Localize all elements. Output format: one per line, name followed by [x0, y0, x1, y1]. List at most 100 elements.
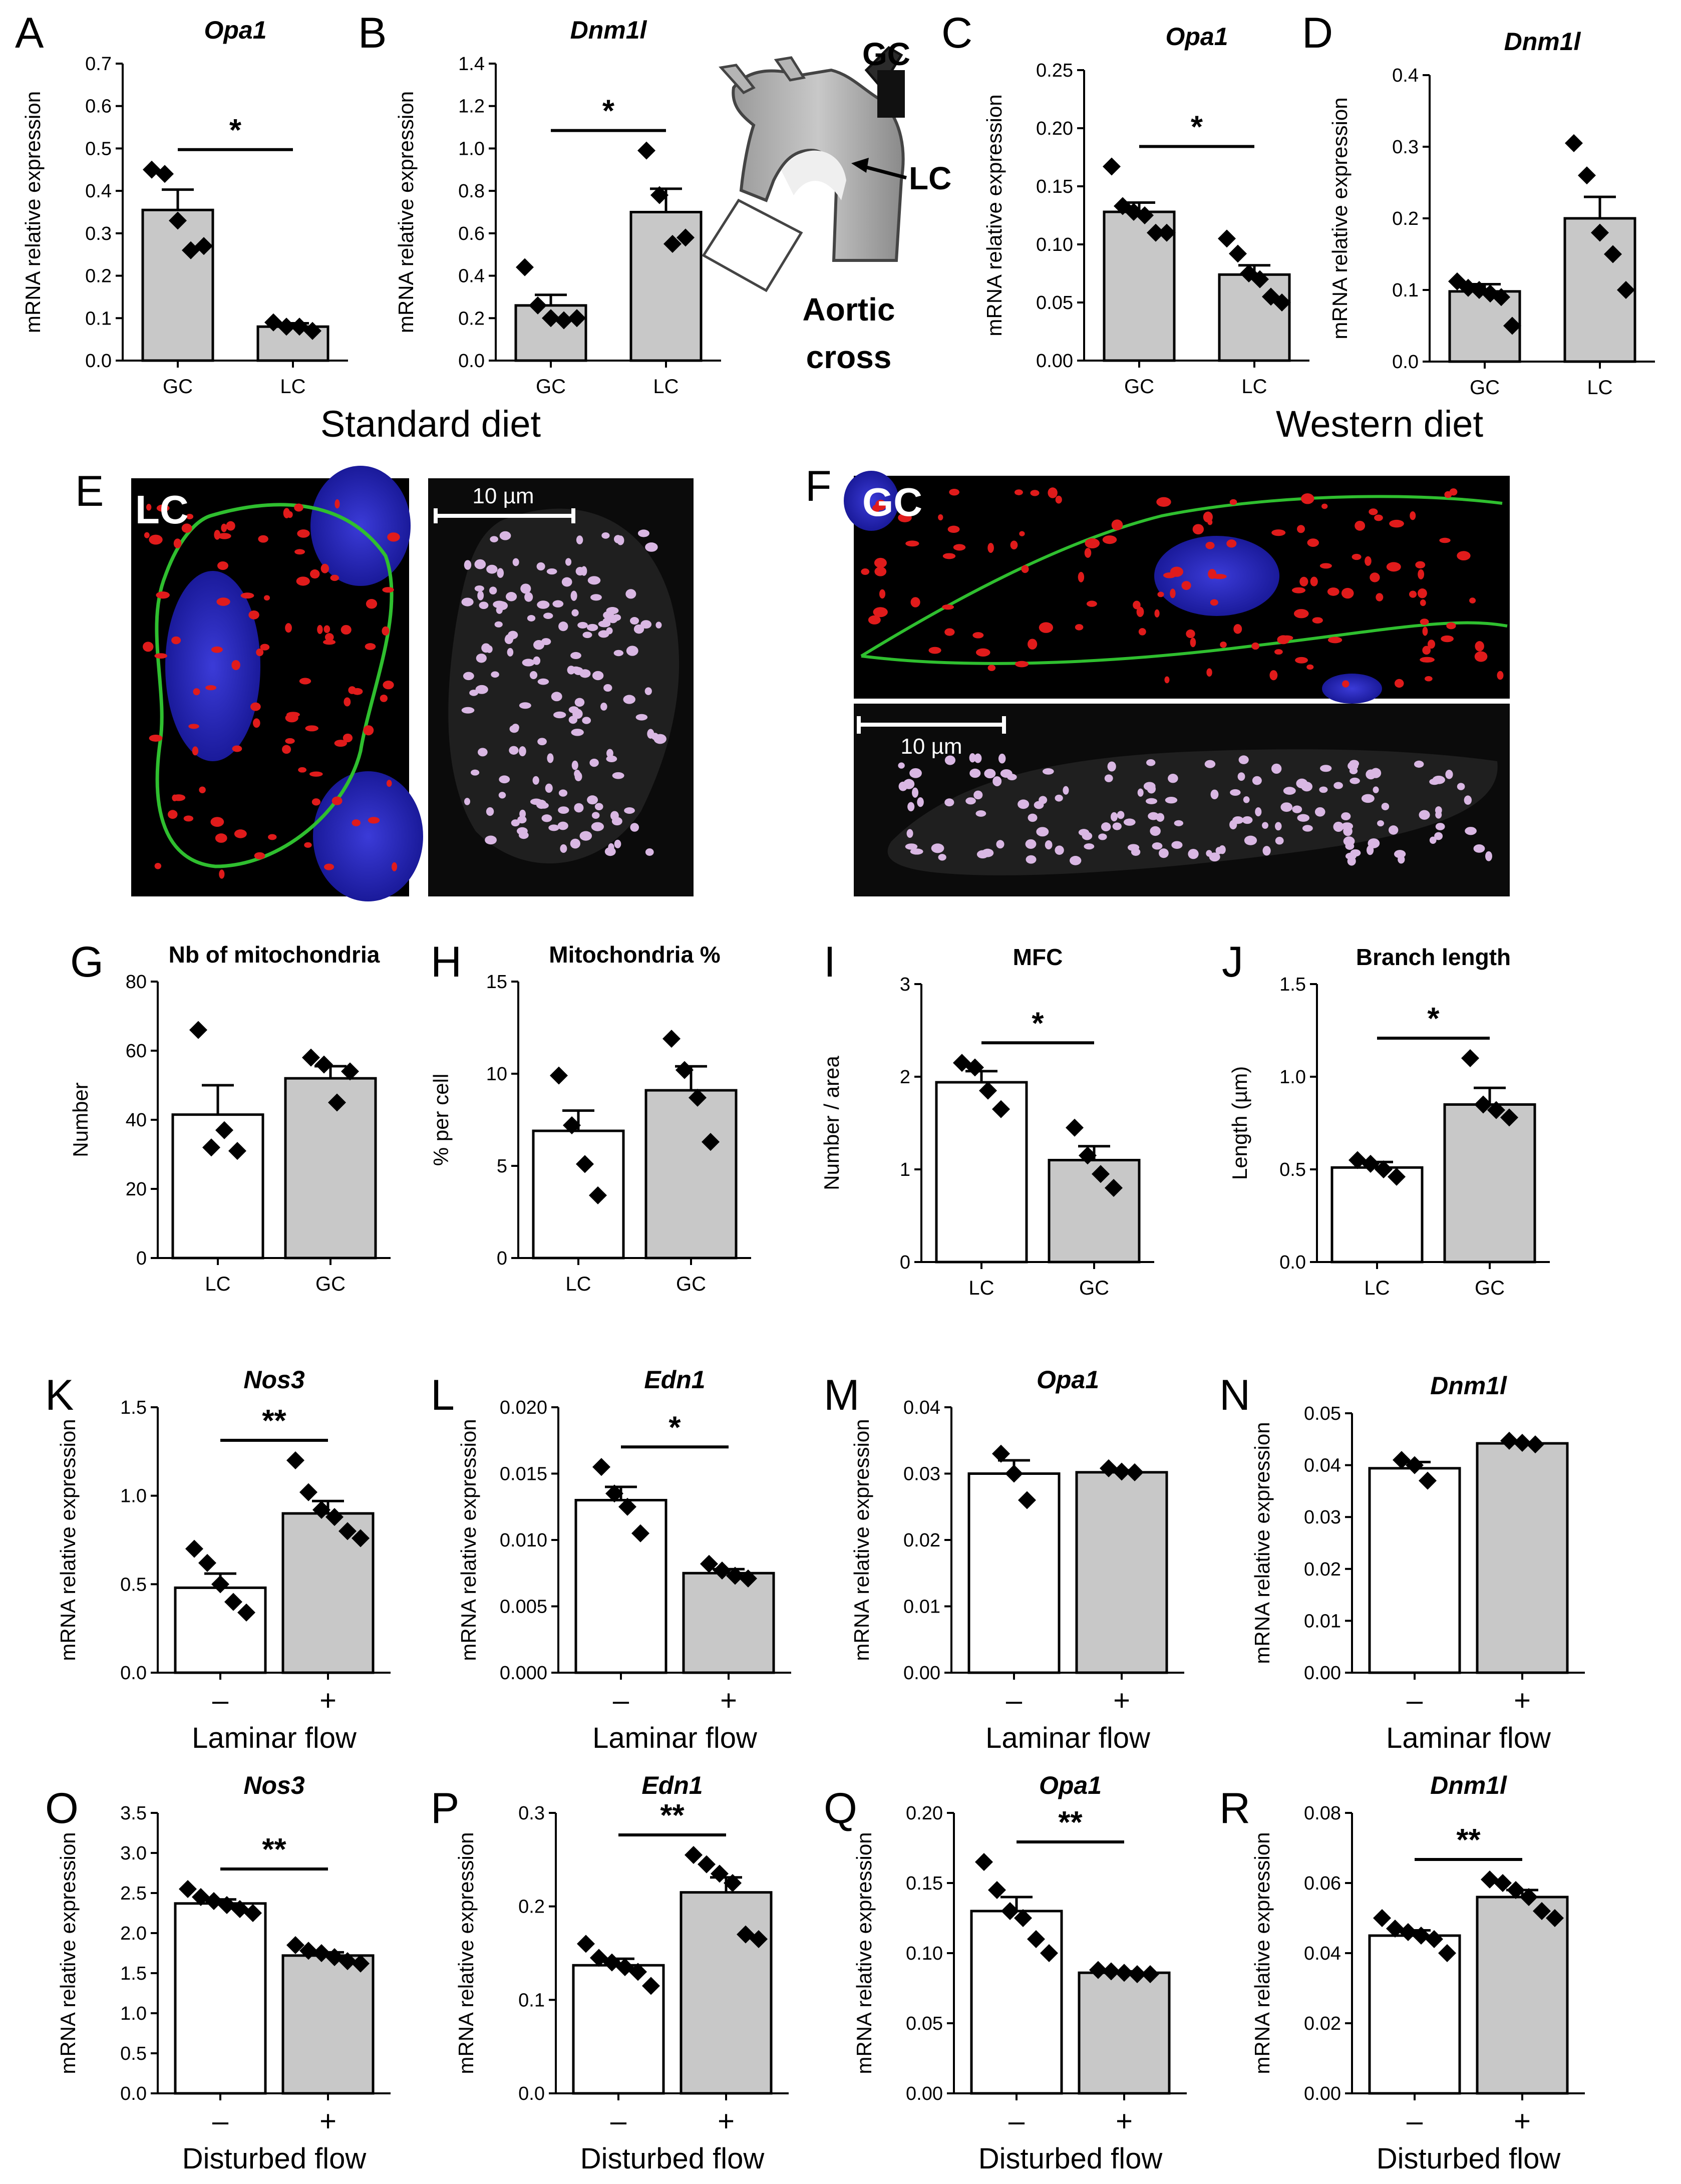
data-point-k-1 — [286, 1451, 304, 1469]
y-tick-label-g: 60 — [126, 1041, 147, 1062]
chart-title-q: Opa1 — [1039, 1771, 1102, 1799]
chart-j: J 0.0 0.5 1.0 1.5 LC GC Branch length Length (µm… — [1222, 938, 1550, 1299]
category-label-m-0: – — [1006, 1684, 1023, 1717]
mitochondrion-red — [1055, 495, 1062, 504]
mitochondrion-dot — [1230, 789, 1241, 796]
chart-title-j: Branch length — [1356, 944, 1511, 970]
data-point-n-1 — [1526, 1435, 1544, 1454]
mitochondrion-dot — [613, 650, 623, 657]
mitochondrion-red — [1321, 503, 1328, 509]
y-tick-label-a: 0.0 — [85, 351, 112, 372]
mitochondrion-dot — [582, 632, 592, 639]
bar-h-0 — [532, 1129, 625, 1260]
lc-arrowhead — [851, 158, 869, 173]
mitochondrion-red — [1030, 490, 1040, 496]
category-label-h-0: LC — [565, 1273, 591, 1295]
mitochondrion-red — [283, 508, 290, 518]
mitochondrion-red — [334, 740, 347, 747]
mitochondrion-dot — [1174, 820, 1184, 826]
category-label-r-0: – — [1407, 2105, 1423, 2137]
significance-mark-p: ** — [660, 1798, 685, 1833]
mitochondrion-dot — [464, 798, 471, 805]
mitochondrion-red — [1352, 553, 1362, 560]
data-point-b-1 — [677, 228, 695, 247]
y-tick-label-o: 2.0 — [120, 1923, 147, 1944]
category-label-b-0: GC — [536, 376, 566, 398]
y-tick-label-p: 0.3 — [518, 1803, 545, 1824]
y-tick-label-h: 10 — [486, 1064, 507, 1085]
mitochondrion-dot — [565, 558, 572, 566]
data-point-b-0 — [568, 309, 586, 328]
mitochondrion-dot — [1070, 855, 1082, 865]
mitochondrion-red — [382, 587, 394, 593]
mitochondrion-dot — [537, 678, 549, 685]
mitochondrion-dot — [1341, 812, 1351, 820]
data-point-r-0 — [1373, 1909, 1391, 1927]
panel-label-b: B — [358, 9, 387, 57]
mitochondrion-dot — [461, 707, 475, 714]
mitochondrion-red — [260, 644, 270, 651]
mitochondrion-dot — [996, 840, 1004, 849]
mitochondrion-red — [987, 543, 994, 553]
mitochondrion-red — [1418, 569, 1425, 579]
y-tick-label-d: 0.3 — [1392, 137, 1419, 158]
data-point-j-0 — [1375, 1160, 1393, 1178]
bar-n-1 — [1476, 1442, 1569, 1674]
y-axis-label-q: mRNA relative expression — [852, 1832, 876, 2074]
mitochondrion-dot — [1432, 775, 1445, 784]
aortic-cross-line1: Aortic — [803, 291, 895, 328]
bar-q-0 — [970, 1910, 1063, 2095]
mitochondrion-red — [199, 786, 206, 793]
mitochondrion-dot — [474, 585, 484, 592]
chart-title-o: Nos3 — [243, 1771, 304, 1799]
mitochondrion-dot — [909, 768, 922, 778]
y-tick-label-o: 2.5 — [120, 1883, 147, 1904]
category-label-j-1: GC — [1475, 1277, 1505, 1299]
chart-d: D 0.0 0.1 0.2 0.3 0.4 GC LC Dnm1l mRNA relative e… — [1302, 9, 1655, 399]
y-tick-label-q: 0.20 — [906, 1803, 943, 1824]
mitochondrion-red — [1327, 587, 1339, 596]
mitochondrion-red — [298, 767, 307, 773]
bar-q-1 — [1078, 1971, 1171, 2095]
data-point-p-1 — [711, 1864, 729, 1883]
y-axis-label-h: % per cell — [429, 1074, 453, 1166]
x-axis-label-n: Laminar flow — [1386, 1722, 1551, 1754]
data-point-h-1 — [702, 1133, 720, 1151]
y-tick-label-h: 15 — [486, 972, 507, 993]
mitochondrion-dot — [606, 607, 619, 614]
mitochondrion-dot — [499, 531, 511, 540]
mitochondrion-red — [1420, 657, 1435, 663]
mitochondrion-red — [1297, 525, 1305, 533]
mitochondrion-red — [1295, 657, 1308, 664]
data-point-q-1 — [1115, 1964, 1133, 1982]
y-tick-label-m: 0.03 — [903, 1464, 940, 1485]
mitochondrion-dot — [1152, 842, 1163, 850]
mitochondrion-red — [217, 533, 231, 539]
mitochondrion-red — [1086, 600, 1097, 607]
data-point-q-1 — [1141, 1965, 1159, 1983]
data-point-d-1 — [1565, 134, 1583, 152]
y-tick-label-l: 0.020 — [500, 1397, 547, 1418]
mitochondrion-dot — [1243, 796, 1250, 803]
chart-g: G 0 20 40 60 80 LC GC Nb of mitochondria Number — [69, 938, 391, 1295]
category-label-p-0: – — [610, 2105, 627, 2137]
mitochondrion-dot — [1028, 813, 1038, 822]
y-tick-label-d: 0.4 — [1392, 65, 1419, 86]
y-tick-label-c: 0.10 — [1036, 234, 1073, 255]
mitochondrion-dot — [626, 646, 638, 656]
data-point-i-0 — [992, 1100, 1010, 1118]
mitochondrion-dot — [592, 671, 604, 681]
mitochondrion-dot — [613, 535, 622, 543]
mitochondrion-red — [1369, 508, 1378, 515]
data-point-l-1 — [726, 1567, 744, 1585]
mitochondrion-dot — [587, 576, 601, 585]
mitochondrion-red — [205, 685, 217, 691]
mitochondrion-dot — [1063, 786, 1069, 795]
chart-title-n: Dnm1l — [1430, 1372, 1507, 1400]
chart-title-i: MFC — [1013, 944, 1063, 970]
mitochondrion-dot — [1000, 769, 1013, 778]
y-tick-label-k: 0.5 — [120, 1574, 147, 1595]
mitochondrion-dot — [586, 623, 598, 632]
mitochondrion-dot — [938, 854, 946, 861]
mitochondrion-red — [972, 632, 984, 639]
